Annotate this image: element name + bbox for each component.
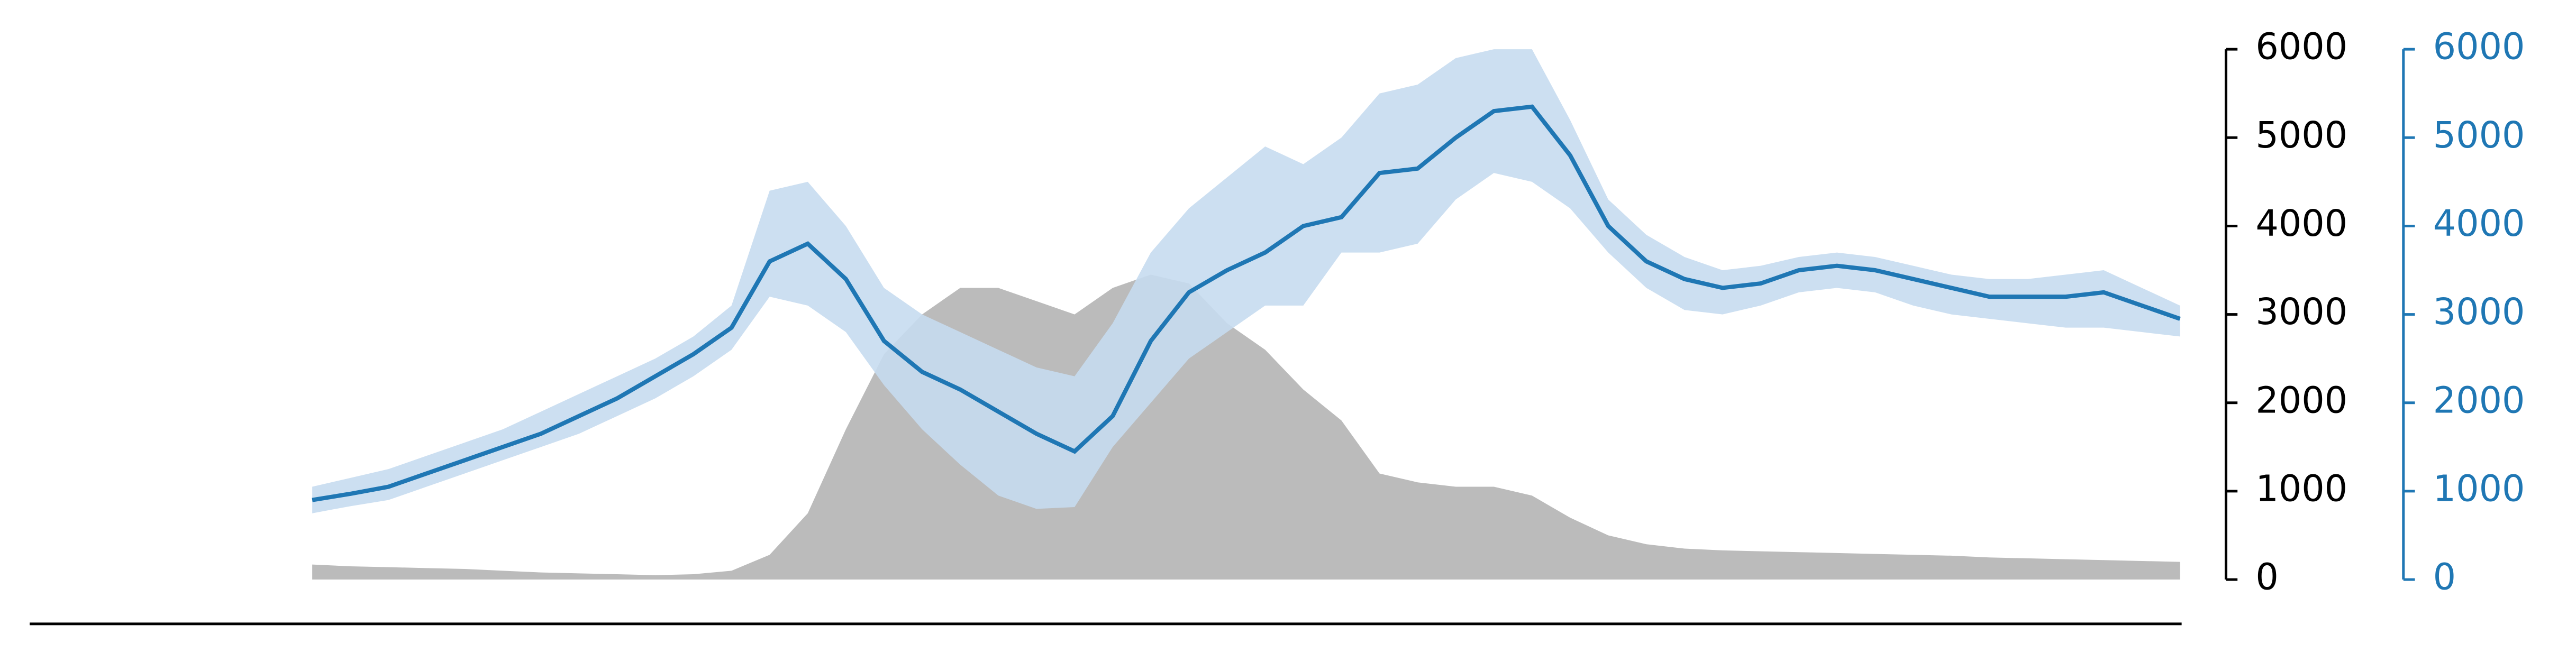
y-tick-label: 1000 <box>2255 468 2347 510</box>
y-tick-label: 4000 <box>2255 203 2347 245</box>
area <box>312 274 2180 580</box>
y-tick-label: 0 <box>2255 557 2278 599</box>
y2-tick-label: 2000 <box>2433 380 2525 421</box>
y2-tick-label: 5000 <box>2433 115 2525 157</box>
y2-tick-label: 4000 <box>2433 203 2525 245</box>
y2-tick-label: 3000 <box>2433 291 2525 333</box>
y2-tick-label: 0 <box>2433 557 2456 599</box>
y2-tick-label: 1000 <box>2433 468 2525 510</box>
confidence-band <box>312 49 2180 513</box>
y-tick-label: 2000 <box>2255 380 2347 421</box>
y-tick-label: 6000 <box>2255 26 2347 68</box>
y-tick-label: 5000 <box>2255 115 2347 157</box>
y2-tick-label: 6000 <box>2433 26 2525 68</box>
line <box>312 104 2181 502</box>
y-tick-label: 3000 <box>2255 291 2347 333</box>
